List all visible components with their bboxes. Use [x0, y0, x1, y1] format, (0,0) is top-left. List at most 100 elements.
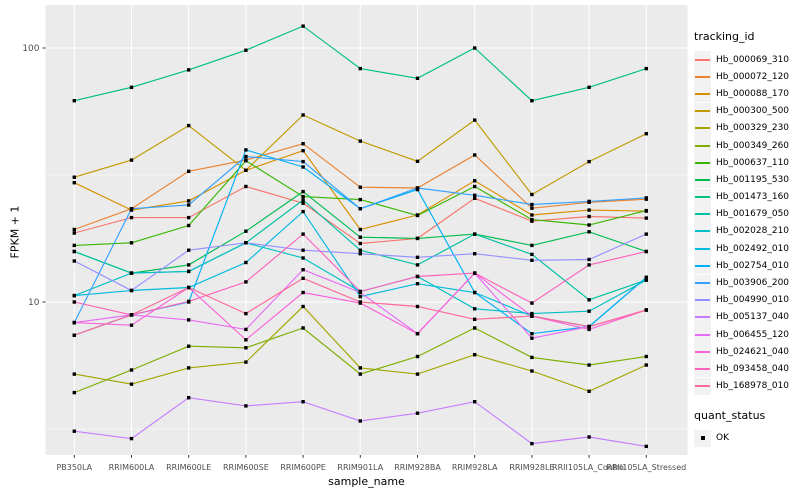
data-point	[530, 99, 534, 103]
legend-key-line	[695, 161, 710, 164]
legend-key-line	[695, 92, 710, 95]
legend-key-line	[695, 110, 710, 113]
legend-item: Hb_002492_010	[694, 240, 799, 258]
data-point	[187, 299, 191, 304]
legend-item-label: Hb_001679_050	[716, 209, 790, 220]
data-point	[187, 215, 191, 220]
data-point	[301, 198, 305, 202]
data-point	[72, 249, 76, 254]
data-point	[415, 274, 420, 279]
data-point	[587, 298, 591, 302]
legend-key-line	[695, 264, 710, 267]
data-point	[415, 332, 420, 336]
legend-key-swatch	[694, 429, 711, 447]
data-point	[129, 323, 134, 327]
data-point	[473, 153, 477, 157]
data-point	[244, 338, 248, 342]
data-point	[72, 333, 76, 337]
data-point	[415, 411, 420, 415]
legend-item: Hb_000637_110	[694, 154, 799, 172]
data-point	[530, 311, 534, 316]
data-point	[530, 213, 534, 217]
data-point	[301, 165, 305, 169]
data-point	[72, 259, 76, 263]
legend-title-tracking-id: tracking_id	[694, 30, 755, 43]
legend-quant-status-block: quant_status OK	[694, 409, 799, 447]
data-point	[129, 313, 134, 317]
data-point	[587, 159, 591, 164]
data-point	[530, 301, 534, 305]
x-tick-label: RRIM928BA	[394, 463, 441, 472]
data-point	[530, 441, 534, 446]
legend-item: Hb_000329_230	[694, 119, 799, 137]
legend-key-swatch	[694, 119, 711, 137]
data-point	[301, 142, 305, 146]
legend-key-line	[695, 75, 710, 78]
data-point	[244, 327, 248, 332]
legend-key-swatch	[694, 257, 711, 275]
data-point	[530, 206, 534, 210]
legend-key-swatch	[694, 154, 711, 172]
data-point	[301, 201, 305, 205]
data-point	[587, 257, 591, 262]
legend-key-line	[695, 247, 710, 250]
legend-key-line	[695, 316, 710, 319]
y-tick-label: 10	[28, 298, 40, 308]
data-point	[530, 314, 534, 318]
data-point	[301, 159, 305, 164]
data-point	[473, 196, 477, 200]
legend-item-label: Hb_000300_500	[716, 106, 790, 117]
legend-item-label: Hb_003906_200	[716, 278, 790, 289]
legend-item-label: Hb_000088_170	[716, 88, 790, 99]
data-point	[530, 355, 534, 360]
x-axis-title: sample_name	[328, 475, 405, 488]
data-point	[644, 249, 648, 254]
data-point	[415, 354, 420, 359]
legend-key-swatch	[694, 85, 711, 103]
data-point	[187, 263, 191, 267]
data-point	[301, 189, 305, 194]
data-point	[415, 213, 420, 218]
data-point	[72, 300, 76, 304]
data-point	[473, 184, 477, 189]
legend-key-line	[695, 333, 710, 336]
data-point	[644, 232, 648, 236]
data-point	[644, 275, 648, 280]
data-point	[72, 320, 76, 325]
data-point	[72, 227, 76, 232]
data-point	[644, 278, 648, 282]
data-point	[187, 203, 191, 207]
x-tick-label: RRIM928LA	[452, 463, 498, 472]
data-point	[530, 369, 534, 373]
data-point	[358, 372, 362, 376]
legend-key-swatch	[694, 343, 711, 361]
legend-item-label: Hb_000069_310	[716, 54, 790, 65]
y-axis-title: FPKM + 1	[8, 205, 22, 259]
legend-key-line	[695, 213, 710, 216]
legend-item-label: Hb_001473_160	[716, 192, 790, 203]
legend-key-swatch	[694, 274, 711, 292]
data-point	[530, 192, 534, 197]
legend-item: Hb_002754_010	[694, 257, 799, 275]
data-point	[244, 360, 248, 364]
legend-quant-items: OK	[694, 429, 799, 447]
data-point	[187, 248, 191, 252]
data-point	[301, 194, 305, 199]
data-point	[358, 289, 362, 294]
legend-item-label: Hb_000072_120	[716, 71, 790, 82]
data-point	[187, 123, 191, 128]
x-tick-label: RRIM600LE	[166, 463, 211, 472]
data-point	[473, 179, 477, 183]
data-point	[644, 363, 648, 367]
legend-item-label: Hb_002492_010	[716, 243, 790, 254]
legend-key-line	[695, 178, 710, 181]
legend-item-label: Hb_005137_040	[716, 312, 790, 323]
data-point	[187, 169, 191, 173]
data-point	[187, 199, 191, 203]
data-point	[301, 209, 305, 214]
data-point	[415, 236, 420, 241]
data-point	[129, 241, 134, 245]
legend-item: Hb_004990_010	[694, 291, 799, 309]
legend-item: Hb_006455_120	[694, 326, 799, 344]
data-point	[587, 363, 591, 367]
